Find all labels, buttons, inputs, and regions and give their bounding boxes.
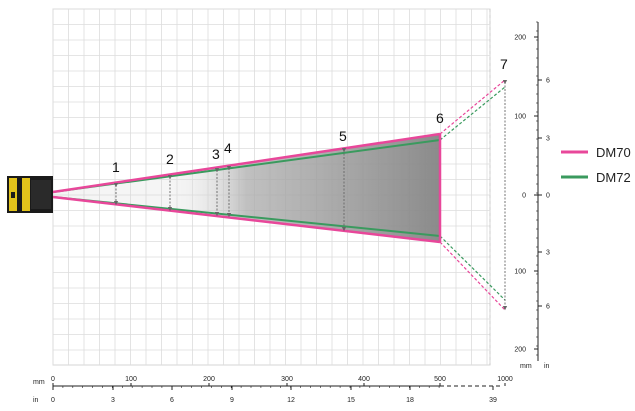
right-axis-in-label: 0 xyxy=(546,193,550,200)
dm70-lower-extension xyxy=(439,241,506,311)
barcode-reader-device xyxy=(7,176,53,213)
position-label-1: 1 xyxy=(112,159,120,175)
legend-label-dm70: DM70 xyxy=(596,145,631,160)
bottom-axis-in-label: 0 xyxy=(51,397,55,404)
position-label-2: 2 xyxy=(166,151,174,167)
right-axis-mm-label: 200 xyxy=(514,35,526,42)
bottom-axis-in-label: 9 xyxy=(230,397,234,404)
dm72-upper-extension xyxy=(439,86,506,141)
bottom-axis-in-label: 3 xyxy=(111,397,115,404)
position-labels: 1 2 3 4 5 6 7 xyxy=(112,56,508,175)
bottom-axis-in-label: 6 xyxy=(170,397,174,404)
position-label-5: 5 xyxy=(339,128,347,144)
right-axis-in-label: 6 xyxy=(546,304,550,311)
dm70-upper-edge xyxy=(52,132,441,194)
dimension-arrows xyxy=(113,79,508,311)
bottom-axis-in-label: 18 xyxy=(406,397,414,404)
dm72-lower-extension xyxy=(439,235,506,301)
bottom-axis-in-label: 12 xyxy=(287,397,295,404)
bottom-axis-mm-label: 200 xyxy=(203,376,215,383)
legend-label-dm72: DM72 xyxy=(596,170,631,185)
bottom-axis-unit-in: in xyxy=(33,397,39,404)
right-axis-in-label: 3 xyxy=(546,136,550,143)
right-axis-mm-label: 100 xyxy=(514,269,526,276)
bottom-axis-mm-label: 0 xyxy=(51,376,55,383)
bottom-axis-in-label: 15 xyxy=(347,397,355,404)
legend: DM70 DM72 xyxy=(561,145,631,185)
bottom-axis-mm-label: 1000 xyxy=(497,376,513,383)
dm70-upper-extension xyxy=(439,79,506,135)
right-axis-mm-label: 200 xyxy=(514,347,526,354)
bottom-axis-in-label: 39 xyxy=(489,397,497,404)
bottom-axis-unit-mm: mm xyxy=(33,379,45,386)
position-label-7: 7 xyxy=(500,56,508,72)
bottom-axis-mm-label: 500 xyxy=(434,376,446,383)
right-axis-in-label: 6 xyxy=(546,78,550,85)
right-axis-in-label: 3 xyxy=(546,250,550,257)
bottom-axes: mm in 0 100 200 300 400 500 1000 0 3 6 9 12 15 18 39 xyxy=(33,376,513,404)
position-label-4: 4 xyxy=(224,140,232,156)
right-axis: mm in 200 100 0 100 200 6 3 0 3 6 xyxy=(514,21,550,370)
right-axis-mm-label: 100 xyxy=(514,114,526,121)
bottom-axis-mm-label: 300 xyxy=(281,376,293,383)
position-label-3: 3 xyxy=(212,146,220,162)
position-label-6: 6 xyxy=(436,110,444,126)
right-axis-unit-mm: mm xyxy=(520,363,532,370)
right-axis-unit-in: in xyxy=(544,363,550,370)
bottom-axis-mm-label: 100 xyxy=(125,376,137,383)
right-axis-mm-label: 0 xyxy=(522,193,526,200)
bottom-axis-mm-label: 400 xyxy=(358,376,370,383)
